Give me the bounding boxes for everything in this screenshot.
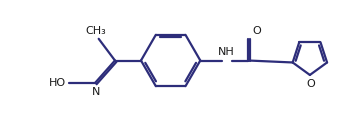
Text: CH₃: CH₃ [85,26,106,36]
Text: NH: NH [218,47,235,57]
Text: N: N [92,87,100,97]
Text: HO: HO [49,78,66,88]
Text: O: O [306,79,315,89]
Text: O: O [252,26,261,36]
